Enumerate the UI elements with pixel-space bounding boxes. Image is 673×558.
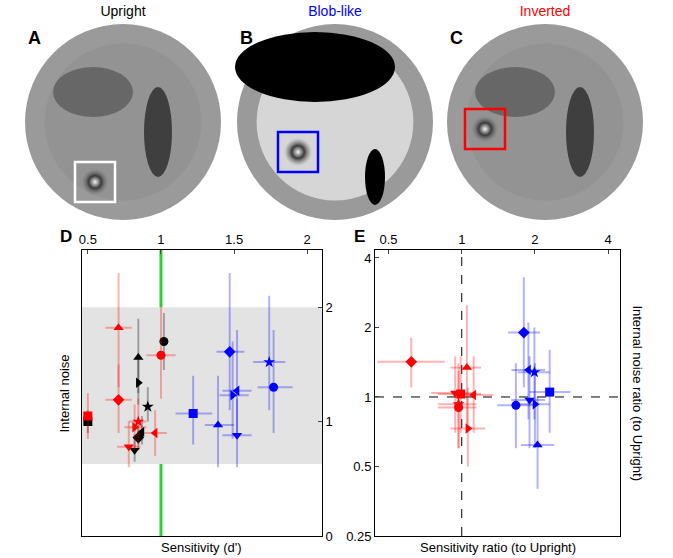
svg-text:0: 0 <box>325 529 332 544</box>
svg-text:Sensitivity ratio (to Upright): Sensitivity ratio (to Upright) <box>420 540 576 555</box>
svg-text:D: D <box>60 227 72 246</box>
svg-text:Upright: Upright <box>100 3 145 19</box>
svg-text:1: 1 <box>325 414 332 429</box>
svg-text:C: C <box>450 28 463 48</box>
svg-text:4: 4 <box>605 232 612 247</box>
svg-text:A: A <box>28 28 41 48</box>
svg-text:0.25: 0.25 <box>346 529 371 544</box>
svg-text:2: 2 <box>325 300 332 315</box>
svg-text:0.5: 0.5 <box>353 459 371 474</box>
svg-text:1.5: 1.5 <box>225 232 243 247</box>
svg-text:Internal noise: Internal noise <box>57 354 72 432</box>
svg-text:B: B <box>240 28 253 48</box>
svg-text:2: 2 <box>364 320 371 335</box>
svg-text:1: 1 <box>157 232 164 247</box>
svg-text:Sensitivity (d'): Sensitivity (d') <box>161 540 242 555</box>
svg-text:0.5: 0.5 <box>379 232 397 247</box>
svg-text:Internal noise ratio (to Uprig: Internal noise ratio (to Upright) <box>630 305 645 481</box>
svg-text:4: 4 <box>364 251 371 266</box>
svg-text:1: 1 <box>458 232 465 247</box>
svg-text:E: E <box>354 227 365 246</box>
svg-text:1: 1 <box>364 390 371 405</box>
svg-text:2: 2 <box>531 232 538 247</box>
svg-text:Inverted: Inverted <box>520 3 571 19</box>
svg-text:2: 2 <box>304 232 311 247</box>
svg-text:0.5: 0.5 <box>79 232 97 247</box>
svg-text:Blob-like: Blob-like <box>308 3 362 19</box>
